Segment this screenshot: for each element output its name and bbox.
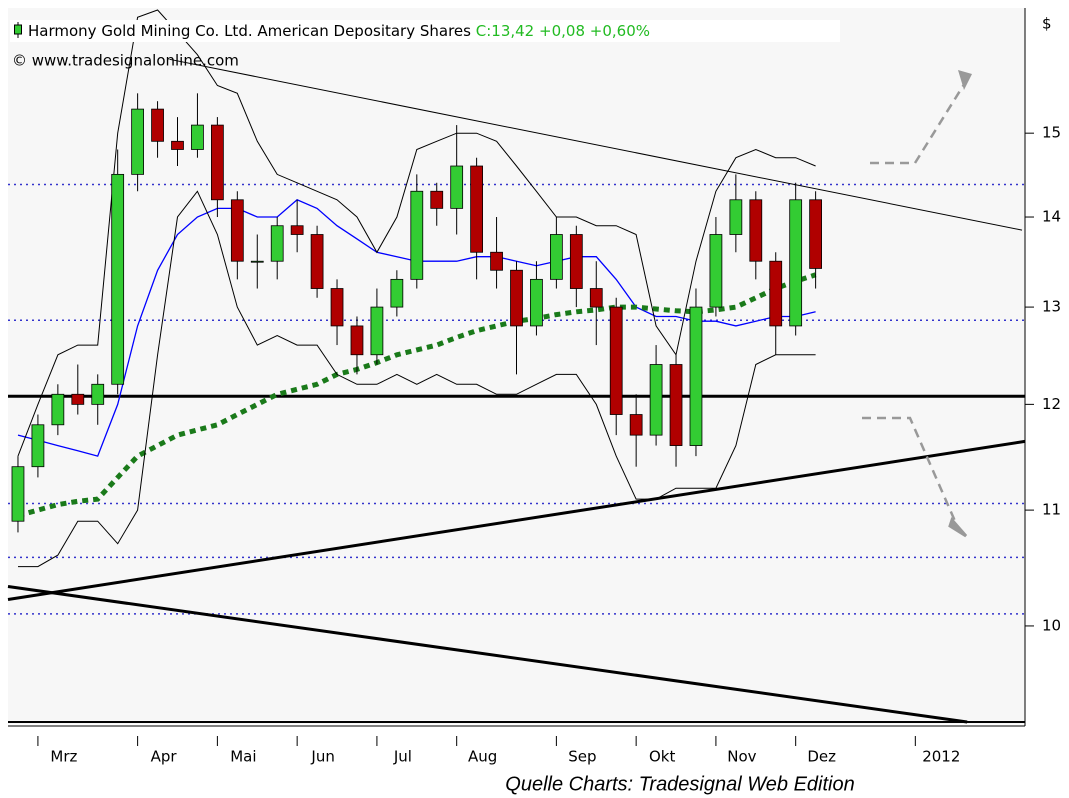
arrow-up	[870, 77, 970, 165]
series-line	[17, 9, 816, 457]
candle-body	[51, 393, 65, 426]
candle-body	[410, 190, 424, 280]
x-tick-label: Jun	[310, 748, 334, 766]
candle-body	[749, 199, 763, 262]
candle-body	[370, 306, 384, 356]
candle-body	[210, 124, 224, 201]
candle-body	[131, 108, 145, 175]
y-tick-label: 10	[1042, 616, 1061, 634]
candle-body	[290, 225, 304, 235]
series-line	[18, 190, 816, 568]
arrow-down	[862, 416, 960, 529]
candle-body	[609, 306, 623, 415]
arrow-head	[958, 70, 972, 90]
candle-body	[330, 288, 344, 327]
title: Harmony Gold Mining Co. Ltd. American De…	[28, 22, 650, 40]
x-tick-label: Mai	[230, 748, 256, 766]
title-icon	[14, 24, 22, 35]
candle-body	[151, 108, 164, 142]
change: +0,08	[539, 22, 585, 40]
candle-body	[470, 165, 483, 253]
candle-body	[589, 288, 603, 308]
candle-body	[430, 190, 444, 209]
candle-body	[390, 278, 404, 308]
candle-body	[789, 199, 803, 327]
candle-body	[230, 199, 244, 262]
candle-body	[729, 199, 743, 235]
candle-body	[649, 364, 663, 436]
arrow-head	[948, 517, 968, 538]
unit-label: $	[1042, 15, 1052, 33]
y-tick-label: 15	[1042, 124, 1061, 142]
candle-body	[689, 306, 703, 446]
candle-body	[669, 364, 683, 446]
candle-body	[310, 234, 324, 289]
footer: Quelle Charts: Tradesignal Web Edition	[505, 773, 854, 795]
candle-body	[171, 140, 184, 150]
series-line	[17, 272, 817, 519]
candle-body	[510, 269, 523, 327]
trendline	[7, 584, 968, 724]
candle-body	[530, 278, 543, 327]
trendline	[7, 439, 1026, 601]
x-tick-label: Jul	[393, 748, 412, 766]
plot-area	[7, 9, 1026, 724]
trendline	[169, 58, 1023, 231]
x-tick-label: Apr	[151, 748, 178, 766]
candle-body	[629, 414, 643, 436]
y-tick-label: 13	[1042, 298, 1061, 316]
source: © www.tradesignalonline.com	[12, 52, 239, 70]
candle-body	[569, 234, 583, 289]
candle-body	[809, 199, 823, 269]
y-tick-label: 14	[1042, 208, 1061, 226]
x-tick-label: Mrz	[50, 748, 77, 766]
x-tick-label: Dez	[807, 748, 836, 766]
candle-body	[350, 325, 364, 356]
candle-body	[111, 173, 125, 385]
candle-body	[71, 393, 85, 405]
candle-body	[769, 260, 783, 327]
candle-body	[31, 424, 45, 468]
title-background	[10, 20, 840, 42]
candle-body	[91, 383, 105, 405]
candle-body	[191, 124, 204, 150]
chart-title: Harmony Gold Mining Co. Ltd. American De…	[28, 22, 471, 40]
x-tick-label: Aug	[468, 748, 497, 766]
candle-body	[11, 466, 25, 522]
y-tick-label: 12	[1042, 395, 1061, 413]
x-tick-label: Nov	[727, 748, 756, 766]
close-label: C:13,42	[476, 22, 534, 40]
x-tick-label: 2012	[922, 748, 960, 766]
candle-body	[709, 234, 723, 308]
candle-body	[450, 165, 464, 209]
candle-body	[250, 260, 264, 263]
candle-body	[270, 225, 284, 262]
x-tick-label: Okt	[649, 748, 675, 766]
x-tick-label: Sep	[568, 748, 596, 766]
candle-body	[490, 251, 503, 271]
change-pct: +0,60%	[590, 22, 650, 40]
y-tick-label: 11	[1042, 501, 1061, 519]
candle-body	[550, 234, 563, 280]
